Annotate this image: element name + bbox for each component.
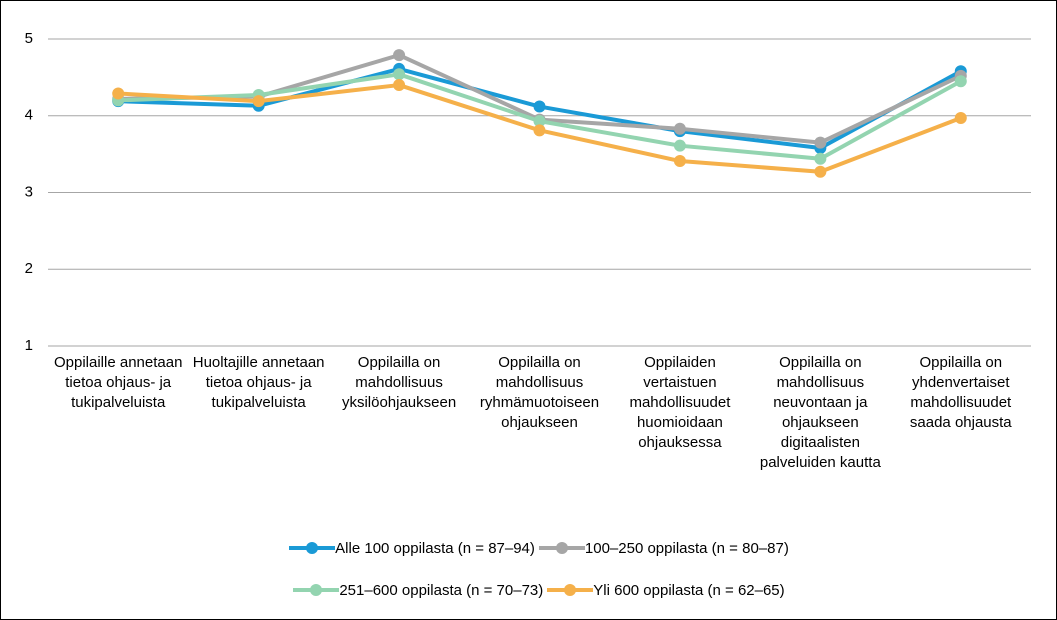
- y-tick-label: 2: [25, 260, 33, 277]
- legend-swatch: [547, 584, 594, 596]
- x-tick-label: Huoltajille annetaan tietoa ohjaus- ja t…: [192, 354, 325, 411]
- legend-item: Alle 100 oppilasta (n = 87–94): [289, 534, 535, 562]
- marker: [673, 139, 686, 152]
- legend-label: 100–250 oppilasta (n = 80–87): [584, 539, 789, 557]
- y-tick-label: 5: [25, 30, 33, 47]
- legend-swatch: [293, 584, 340, 596]
- marker: [954, 112, 967, 125]
- x-tick-label: Oppilailla on mahdollisuus neuvontaan ja…: [759, 354, 881, 471]
- x-tick-label: Oppilaiden vertaistuen mahdollisuudet hu…: [629, 354, 731, 451]
- marker: [954, 75, 967, 88]
- legend-item: Yli 600 oppilasta (n = 62–65): [547, 576, 785, 604]
- legend-marker: [555, 542, 568, 554]
- marker: [673, 122, 686, 135]
- x-tick-label: Oppilailla on yhdenvertaiset mahdollisuu…: [909, 354, 1012, 431]
- marker: [814, 152, 827, 165]
- legend-marker: [310, 584, 323, 596]
- legend-label: Yli 600 oppilasta (n = 62–65): [593, 581, 785, 599]
- legend: Alle 100 oppilasta (n = 87–94) 100–250 op…: [241, 534, 841, 604]
- legend-swatch: [289, 542, 336, 554]
- x-tick-label: Oppilaille annetaan tietoa ohjaus- ja tu…: [53, 354, 183, 411]
- y-tick-label: 3: [25, 183, 33, 200]
- marker: [673, 155, 686, 168]
- marker: [393, 68, 406, 81]
- marker: [393, 49, 406, 62]
- marker: [814, 136, 827, 149]
- marker: [533, 115, 546, 128]
- x-tick-label: Oppilailla on mahdollisuus ryhmämuotoise…: [479, 354, 600, 431]
- legend-item: 100–250 oppilasta (n = 80–87): [538, 534, 789, 562]
- legend-swatch: [538, 542, 585, 554]
- legend-label: 251–600 oppilasta (n = 70–73): [339, 581, 544, 599]
- y-tick-label: 1: [25, 337, 33, 354]
- legend-label: Alle 100 oppilasta (n = 87–94): [335, 539, 535, 557]
- x-tick-label: Oppilailla on mahdollisuus yksilöohjauks…: [341, 354, 457, 411]
- legend-marker: [564, 584, 577, 596]
- marker: [533, 100, 546, 113]
- marker: [112, 87, 125, 100]
- legend-marker: [306, 542, 319, 554]
- marker: [252, 95, 265, 108]
- marker: [533, 124, 546, 137]
- legend-item: 251–600 oppilasta (n = 70–73): [293, 576, 543, 604]
- y-tick-label: 4: [25, 107, 33, 124]
- marker: [393, 79, 406, 92]
- marker: [814, 165, 827, 178]
